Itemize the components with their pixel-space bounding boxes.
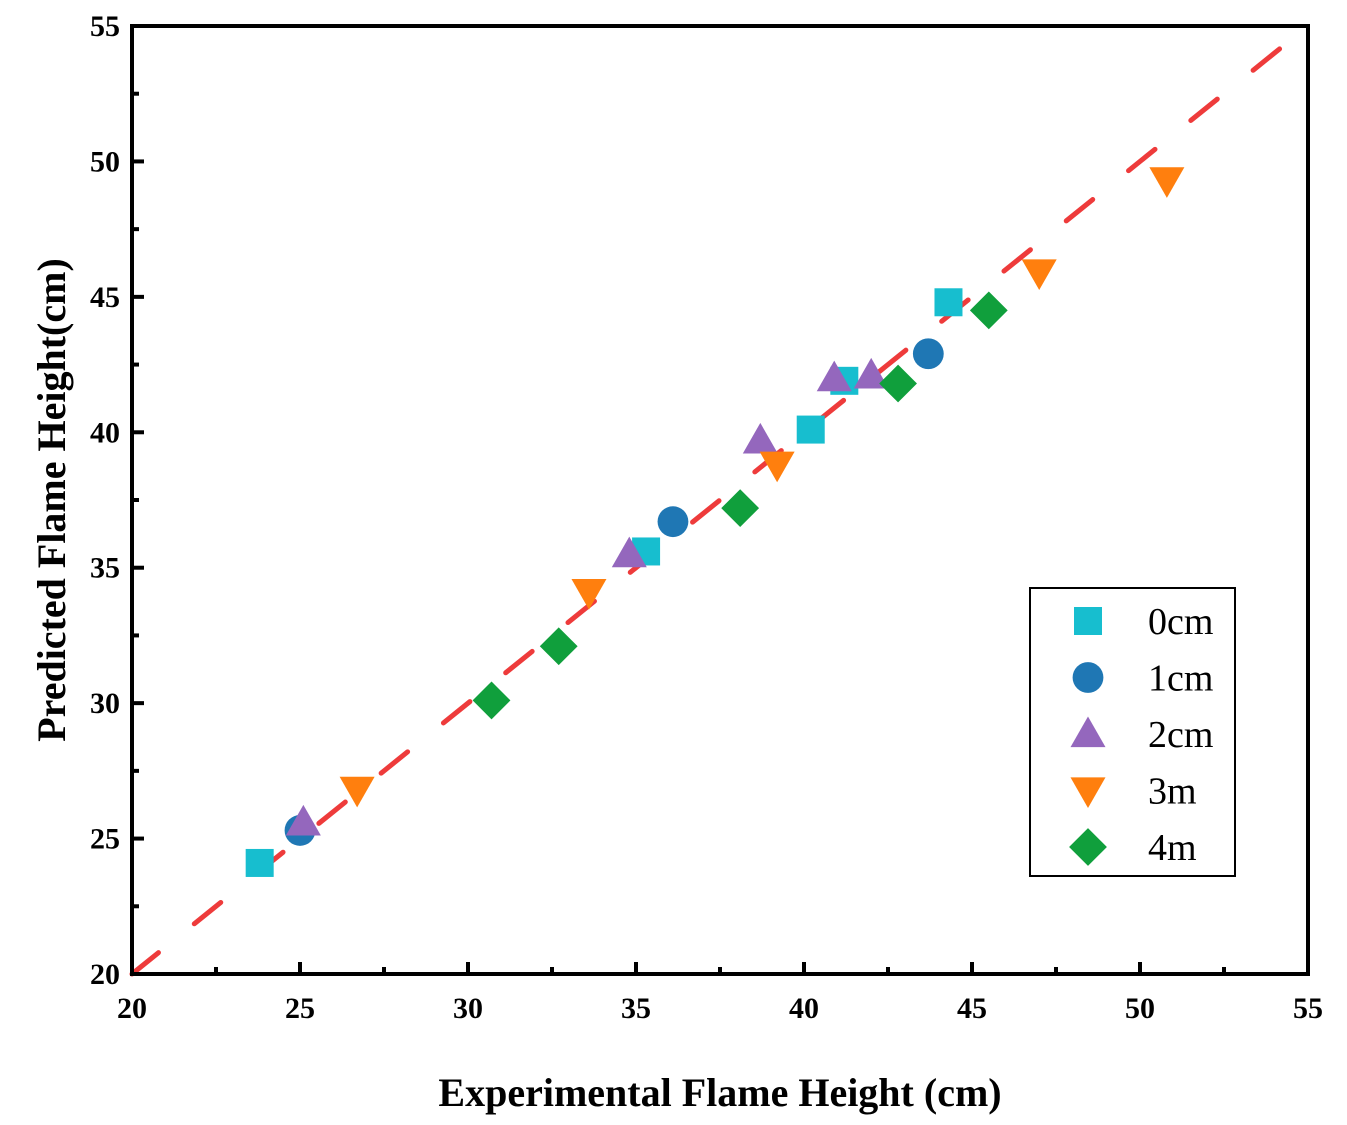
y-axis-title: Predicted Flame Height(cm) — [29, 258, 74, 742]
x-tick-label: 40 — [789, 992, 819, 1025]
series-3m — [339, 167, 1185, 808]
legend-label: 2cm — [1148, 714, 1213, 756]
data-point-2cm — [816, 360, 852, 392]
data-point-3m — [1021, 259, 1057, 290]
data-point-4m — [721, 489, 760, 528]
y-tick-label: 40 — [90, 416, 120, 449]
legend-marker-1cm — [1072, 662, 1104, 693]
legend-label: 4m — [1148, 827, 1197, 869]
legend-label: 3m — [1148, 771, 1197, 813]
reference-line-layer — [129, 23, 1311, 977]
y-tick-label: 35 — [90, 552, 120, 585]
data-point-3m — [571, 578, 607, 610]
data-point-2cm — [611, 536, 647, 568]
data-point-1cm — [657, 506, 689, 538]
legend-item: 3m — [1070, 771, 1197, 813]
data-point-0cm — [796, 415, 825, 444]
data-point-4m — [969, 291, 1008, 330]
ticks-layer: 20 25 30 35 40 45 50 55 20 25 30 35 40 45 50 55 — [90, 10, 1323, 1025]
data-points-layer — [245, 167, 1185, 877]
x-tick-label: 20 — [117, 992, 147, 1025]
legend-marker-2cm — [1070, 716, 1106, 748]
y-tick-label: 50 — [90, 145, 120, 178]
series-2cm — [285, 357, 889, 836]
legend: 0cm 1cm 2cm 3m 4m — [1029, 587, 1236, 877]
data-point-4m — [472, 681, 511, 720]
x-tick-label: 30 — [453, 992, 483, 1025]
data-point-3m — [759, 451, 795, 483]
legend-item: 2cm — [1070, 714, 1213, 756]
legend-item: 0cm — [1074, 601, 1213, 643]
data-point-0cm — [245, 848, 274, 877]
legend-marker-3m — [1070, 777, 1106, 808]
legend-item: 4m — [1069, 827, 1197, 869]
x-axis-title: Experimental Flame Height (cm) — [438, 1070, 1001, 1115]
data-point-4m — [879, 364, 917, 403]
legend-marker-0cm — [1074, 607, 1102, 635]
y-tick-label: 45 — [90, 281, 120, 314]
x-tick-label: 55 — [1293, 992, 1323, 1025]
x-tick-label: 35 — [621, 992, 651, 1025]
data-point-3m — [339, 776, 375, 808]
x-tick-label: 45 — [957, 992, 987, 1025]
data-point-2cm — [853, 357, 889, 389]
y-tick-label: 30 — [90, 687, 120, 720]
legend-box — [1029, 587, 1236, 877]
y-tick-label: 55 — [90, 10, 120, 43]
legend-label: 1cm — [1148, 658, 1213, 700]
y-tick-label: 20 — [90, 958, 120, 991]
data-point-1cm — [912, 338, 944, 370]
x-tick-label: 25 — [285, 992, 315, 1025]
reference-line — [129, 23, 1311, 977]
x-tick-label: 50 — [1125, 992, 1155, 1025]
data-point-2cm — [742, 422, 778, 454]
data-point-2cm — [285, 804, 321, 836]
legend-label: 0cm — [1148, 601, 1213, 643]
data-point-3m — [1149, 167, 1185, 198]
series-4m — [472, 291, 1008, 720]
legend-item: 1cm — [1072, 658, 1213, 700]
data-point-4m — [539, 627, 578, 666]
data-point-0cm — [934, 288, 963, 317]
legend-marker-4m — [1069, 828, 1107, 866]
y-tick-label: 25 — [90, 823, 120, 856]
